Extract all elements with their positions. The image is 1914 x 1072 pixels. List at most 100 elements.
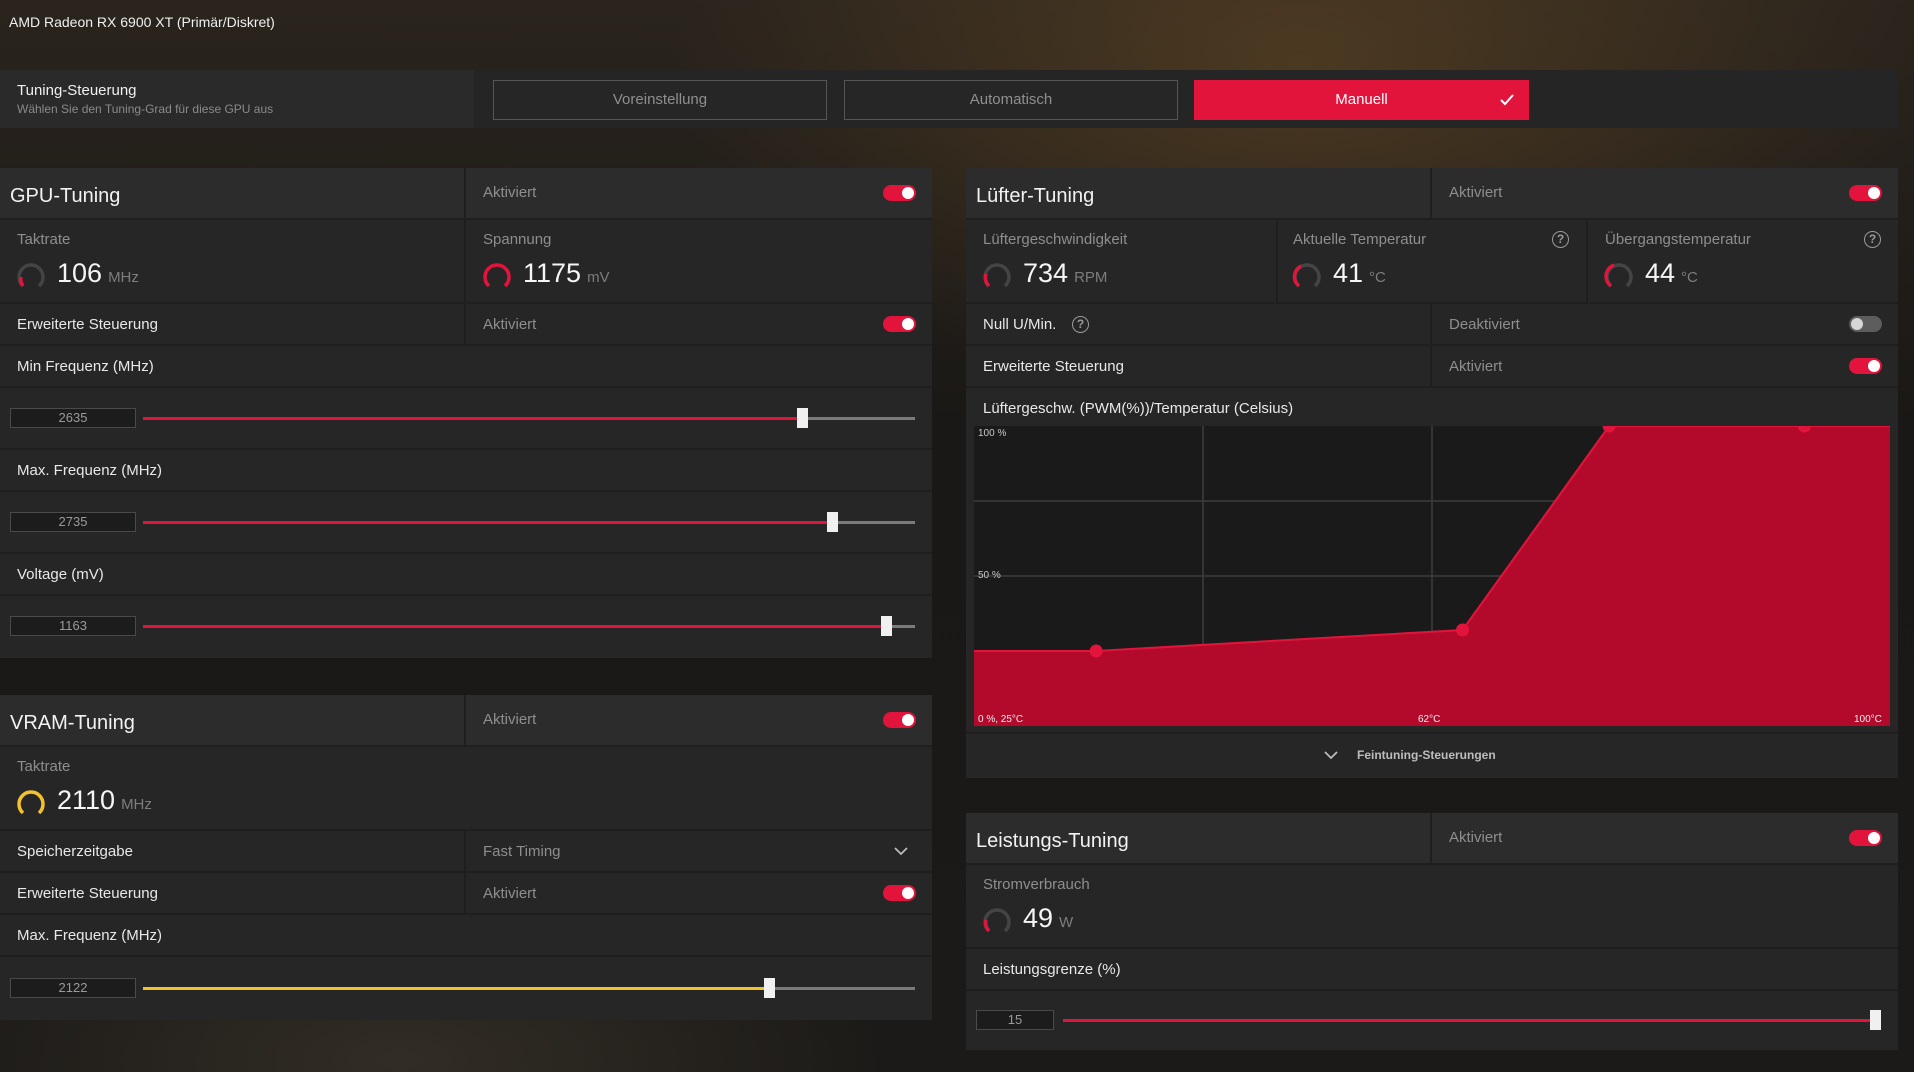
vram-max-freq-row: 2122: [0, 957, 932, 1020]
power-limit-row: 15: [966, 991, 1898, 1050]
zero-rpm-status: Deaktiviert: [1449, 316, 1520, 333]
vram-tuning-status: Aktiviert: [483, 711, 537, 728]
fan-curve-point-2[interactable]: [1456, 623, 1470, 637]
vram-max-freq-label: Max. Frequenz (MHz): [17, 927, 163, 944]
vram-advanced-status-cell: Aktiviert: [466, 873, 932, 913]
power-consumption-cell: Stromverbrauch 49 W: [966, 865, 1898, 947]
vram-max-freq-slider-fill: [143, 987, 770, 990]
tuning-control-subtitle: Wählen Sie den Tuning-Grad für diese GPU…: [17, 102, 274, 116]
fan-advanced-status-cell: Aktiviert: [1432, 346, 1898, 386]
gpu-advanced-status: Aktiviert: [483, 316, 537, 333]
current-temp-help-icon[interactable]: ?: [1552, 231, 1569, 248]
fan-curve-point-3[interactable]: [1602, 426, 1616, 433]
gpu-voltage-mv-label: Voltage (mV): [17, 566, 104, 583]
fan-curve-y100-label: 100 %: [978, 428, 1006, 439]
gpu-max-freq-input[interactable]: 2735: [10, 512, 136, 532]
fan-curve-title: Lüftergeschw. (PWM(%))/Temperatur (Celsi…: [983, 400, 1294, 417]
gpu-min-freq-slider[interactable]: [143, 408, 915, 428]
zero-rpm-label-cell: Null U/Min. ?: [966, 304, 1430, 344]
gpu-clock-value-line: 106 MHz: [57, 258, 139, 289]
fan-curve-chart[interactable]: 100 % 50 % 0 %, 25°C 62°C 100°C: [974, 426, 1890, 726]
current-temp-unit: °C: [1369, 269, 1386, 286]
vram-clock-label: Taktrate: [17, 758, 71, 775]
junction-temp-unit: °C: [1681, 269, 1698, 286]
power-value-line: 49 W: [1023, 903, 1073, 934]
fan-advanced-label-cell: Erweiterte Steuerung: [966, 346, 1430, 386]
gpu-voltage-mv-row: 1163: [0, 596, 932, 658]
current-temp-value: 41: [1333, 258, 1364, 288]
gpu-tuning-panel: GPU-Tuning Aktiviert Taktrate 106 MHz Spa…: [0, 168, 932, 658]
junction-temp-help-icon[interactable]: ?: [1864, 231, 1881, 248]
vram-clock-gauge-icon: [17, 790, 45, 815]
gpu-max-freq-slider[interactable]: [143, 512, 915, 532]
fan-curve-section: Lüftergeschw. (PWM(%))/Temperatur (Celsi…: [966, 388, 1898, 732]
gpu-min-freq-header: Min Frequenz (MHz): [0, 346, 932, 386]
vram-tuning-toggle[interactable]: [883, 712, 916, 728]
vram-clock-unit: MHz: [121, 796, 152, 813]
vram-tuning-panel: VRAM-Tuning Aktiviert Taktrate 2110 MHz S…: [0, 695, 932, 1020]
fan-curve-point-1[interactable]: [1089, 644, 1103, 658]
zero-rpm-help-icon[interactable]: ?: [1072, 316, 1089, 333]
fan-tuning-toggle[interactable]: [1849, 185, 1882, 201]
vram-clock-cell: Taktrate 2110 MHz: [0, 747, 932, 829]
power-tuning-toggle[interactable]: [1849, 830, 1882, 846]
fan-curve-point-4[interactable]: [1798, 426, 1812, 433]
gpu-min-freq-row: 2635: [0, 388, 932, 448]
power-gauge-icon: [983, 908, 1011, 933]
vram-timing-dropdown[interactable]: Fast Timing: [466, 831, 932, 871]
gpu-advanced-toggle[interactable]: [883, 316, 916, 332]
automatic-button[interactable]: Automatisch: [844, 80, 1178, 120]
power-tuning-status: Aktiviert: [1449, 829, 1503, 846]
gpu-voltage-mv-slider[interactable]: [143, 616, 915, 636]
fine-tune-chevron-down-icon: [1324, 751, 1338, 760]
gpu-voltage-mv-header: Voltage (mV): [0, 554, 932, 594]
tuning-control-bar: Tuning-Steuerung Wählen Sie den Tuning-G…: [0, 70, 1898, 128]
junction-temp-gauge-icon: [1604, 263, 1633, 288]
gpu-min-freq-slider-thumb[interactable]: [797, 408, 809, 428]
fan-advanced-toggle[interactable]: [1849, 358, 1882, 374]
current-temp-gauge-icon: [1292, 263, 1321, 288]
fine-tune-toggle-row[interactable]: Feintuning-Steuerungen: [966, 734, 1898, 778]
vram-advanced-toggle[interactable]: [883, 885, 916, 901]
gpu-advanced-label: Erweiterte Steuerung: [17, 316, 158, 333]
fan-speed-value: 734: [1023, 258, 1069, 288]
gpu-tuning-status-cell: Aktiviert: [466, 168, 932, 218]
fan-speed-value-line: 734 RPM: [1023, 258, 1107, 289]
preset-button[interactable]: Voreinstellung: [493, 80, 827, 120]
window-title: AMD Radeon RX 6900 XT (Primär/Diskret): [9, 14, 275, 30]
gpu-tuning-header: GPU-Tuning: [0, 168, 464, 218]
gpu-min-freq-input[interactable]: 2635: [10, 408, 136, 428]
gpu-voltage-label: Spannung: [483, 231, 552, 248]
power-limit-slider-thumb[interactable]: [1870, 1010, 1881, 1030]
power-tuning-title: Leistungs-Tuning: [976, 830, 1129, 852]
gpu-voltage-mv-slider-fill: [143, 625, 887, 628]
gpu-voltage-gauge-icon: [483, 263, 511, 288]
gpu-max-freq-row: 2735: [0, 492, 932, 552]
gpu-min-freq-label: Min Frequenz (MHz): [17, 358, 154, 375]
current-temp-value-line: 41 °C: [1333, 258, 1386, 289]
gpu-voltage-mv-slider-thumb[interactable]: [881, 616, 893, 636]
chevron-down-icon: [894, 847, 908, 856]
gpu-tuning-toggle[interactable]: [883, 185, 916, 201]
zero-rpm-toggle[interactable]: [1849, 316, 1882, 332]
gpu-advanced-label-cell: Erweiterte Steuerung: [0, 304, 464, 344]
vram-max-freq-slider-thumb[interactable]: [764, 978, 776, 998]
fan-curve-area: [974, 426, 1890, 726]
gpu-voltage-value: 1175: [523, 258, 582, 288]
zero-rpm-label: Null U/Min.: [983, 316, 1057, 333]
power-limit-input[interactable]: 15: [976, 1010, 1054, 1030]
gpu-voltage-mv-input[interactable]: 1163: [10, 616, 136, 636]
gpu-max-freq-slider-thumb[interactable]: [827, 512, 839, 532]
fan-tuning-status: Aktiviert: [1449, 184, 1503, 201]
tuning-control-label-cell: Tuning-Steuerung Wählen Sie den Tuning-G…: [0, 70, 474, 128]
vram-max-freq-input[interactable]: 2122: [10, 978, 136, 998]
fan-tuning-panel: Lüfter-Tuning Aktiviert Lüftergeschwindi…: [966, 168, 1898, 778]
vram-tuning-status-cell: Aktiviert: [466, 695, 932, 745]
current-temp-cell: Aktuelle Temperatur ? 41 °C: [1278, 220, 1586, 302]
fan-curve-xmid-label: 62°C: [1418, 714, 1440, 725]
gpu-clock-value: 106: [57, 258, 103, 288]
gpu-max-freq-label: Max. Frequenz (MHz): [17, 462, 163, 479]
vram-max-freq-slider[interactable]: [143, 978, 915, 998]
power-limit-slider[interactable]: [1063, 1010, 1881, 1030]
manual-button[interactable]: Manuell: [1194, 80, 1529, 120]
